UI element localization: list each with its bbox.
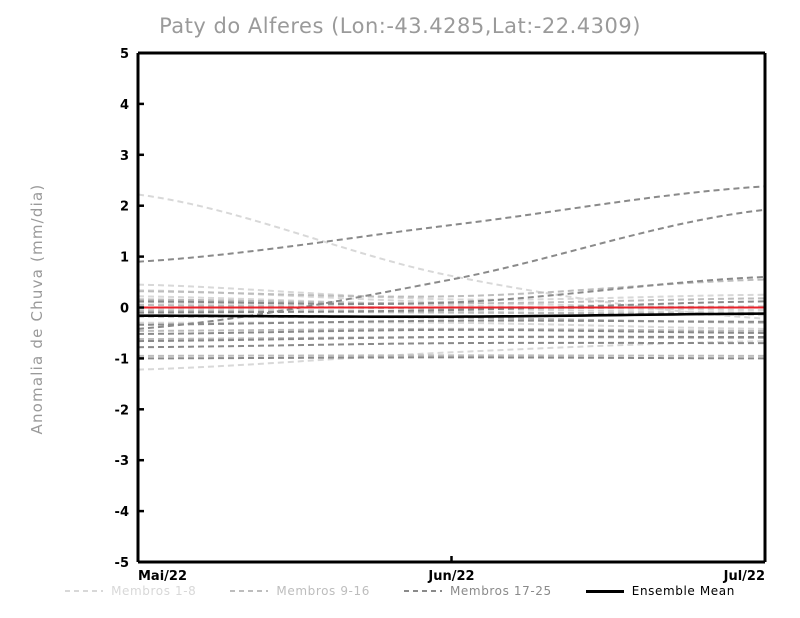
legend-entry: Membros 17-25 xyxy=(403,584,552,598)
member-path xyxy=(137,185,766,263)
member-path xyxy=(137,297,766,305)
member-path xyxy=(137,300,766,314)
member-path xyxy=(137,327,766,332)
y-tick-label: 4 xyxy=(120,98,129,113)
member-path xyxy=(137,283,766,301)
chart-title: Paty do Alferes (Lon:-43.4285,Lat:-22.43… xyxy=(159,14,641,38)
member-path xyxy=(137,321,766,330)
legend-line-swatch xyxy=(65,590,104,592)
chart-legend: Membros 1-8 Membros 9-16 Membros 17-25 Ense… xyxy=(0,584,800,598)
legend-label: Ensemble Mean xyxy=(631,584,735,598)
x-tick-label: Jul/22 xyxy=(723,569,765,584)
y-axis-ticks: 5 4 3 2 1 0 -1 -2 -3 -4 -5 xyxy=(115,47,144,571)
y-tick-label: -1 xyxy=(115,352,129,367)
member-path xyxy=(137,354,766,357)
y-tick-label: -3 xyxy=(115,454,129,469)
y-tick-label: 2 xyxy=(120,200,129,215)
legend-entry: Membros 9-16 xyxy=(230,584,370,598)
legend-entry: Membros 1-8 xyxy=(65,584,196,598)
y-tick-label: -4 xyxy=(115,505,129,520)
x-tick-label: Mai/22 xyxy=(138,569,187,584)
x-axis-ticks: Mai/22 Jun/22 Jul/22 xyxy=(136,556,767,584)
y-tick-label: 0 xyxy=(120,302,129,317)
legend-line-swatch xyxy=(585,589,624,593)
member-path xyxy=(137,275,766,306)
y-tick-label: 1 xyxy=(120,251,129,266)
legend-label: Membros 17-25 xyxy=(449,584,552,598)
y-tick-label: -2 xyxy=(115,403,129,418)
legend-label: Membros 1-8 xyxy=(111,584,197,598)
x-tick-label: Jun/22 xyxy=(427,569,474,584)
legend-line-swatch xyxy=(403,590,442,592)
legend-label: Membros 9-16 xyxy=(276,584,370,598)
member-path xyxy=(137,319,766,326)
legend-entry: Ensemble Mean xyxy=(585,584,735,598)
member-path xyxy=(137,328,766,335)
y-tick-label: -5 xyxy=(115,556,129,571)
ensemble-mean-path xyxy=(137,312,766,319)
ensemble-mean-line xyxy=(137,312,766,319)
legend-line-swatch xyxy=(230,590,269,592)
series-layer xyxy=(137,185,766,371)
member-path xyxy=(137,341,765,349)
member-path xyxy=(137,356,766,360)
member-path xyxy=(137,335,765,343)
member-path xyxy=(137,295,766,312)
y-tick-label: 5 xyxy=(120,47,129,62)
y-tick-label: 3 xyxy=(120,149,129,164)
